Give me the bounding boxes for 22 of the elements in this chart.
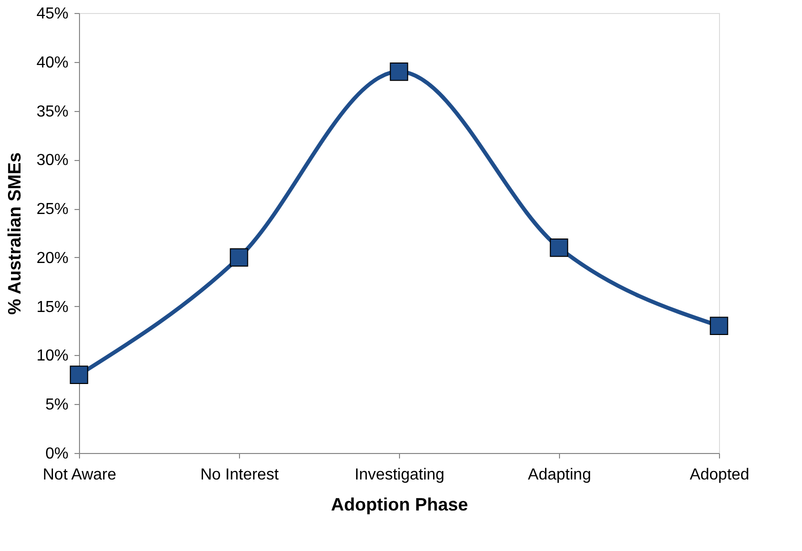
y-tick-label: 10% <box>36 348 68 365</box>
y-tick-label: 20% <box>36 250 68 267</box>
x-tick-label: No Interest <box>200 466 280 484</box>
y-tick-label: 25% <box>36 201 68 218</box>
point <box>230 248 248 267</box>
point <box>390 62 408 81</box>
x-tick-label: Not Aware <box>42 466 116 484</box>
y-tick-label: 30% <box>36 152 68 170</box>
point <box>710 316 728 336</box>
y-tick-label: 45% <box>36 6 68 22</box>
y-tick-label: 15% <box>36 298 68 316</box>
y-tick-label: 0% <box>45 446 68 462</box>
point <box>550 238 568 257</box>
y-tick-label: 40% <box>36 54 68 72</box>
y-tick-label: 5% <box>45 396 68 414</box>
x-tick-label: Investigating <box>354 466 444 484</box>
y-axis-title: % Australian SMEs <box>4 152 24 315</box>
x-axis-title: Adoption Phase <box>330 494 468 514</box>
x-tick-label: Adopted <box>690 466 750 484</box>
x-tick-label: Adapting <box>528 466 592 484</box>
y-tick-label: 35% <box>36 103 68 120</box>
point <box>70 366 88 384</box>
